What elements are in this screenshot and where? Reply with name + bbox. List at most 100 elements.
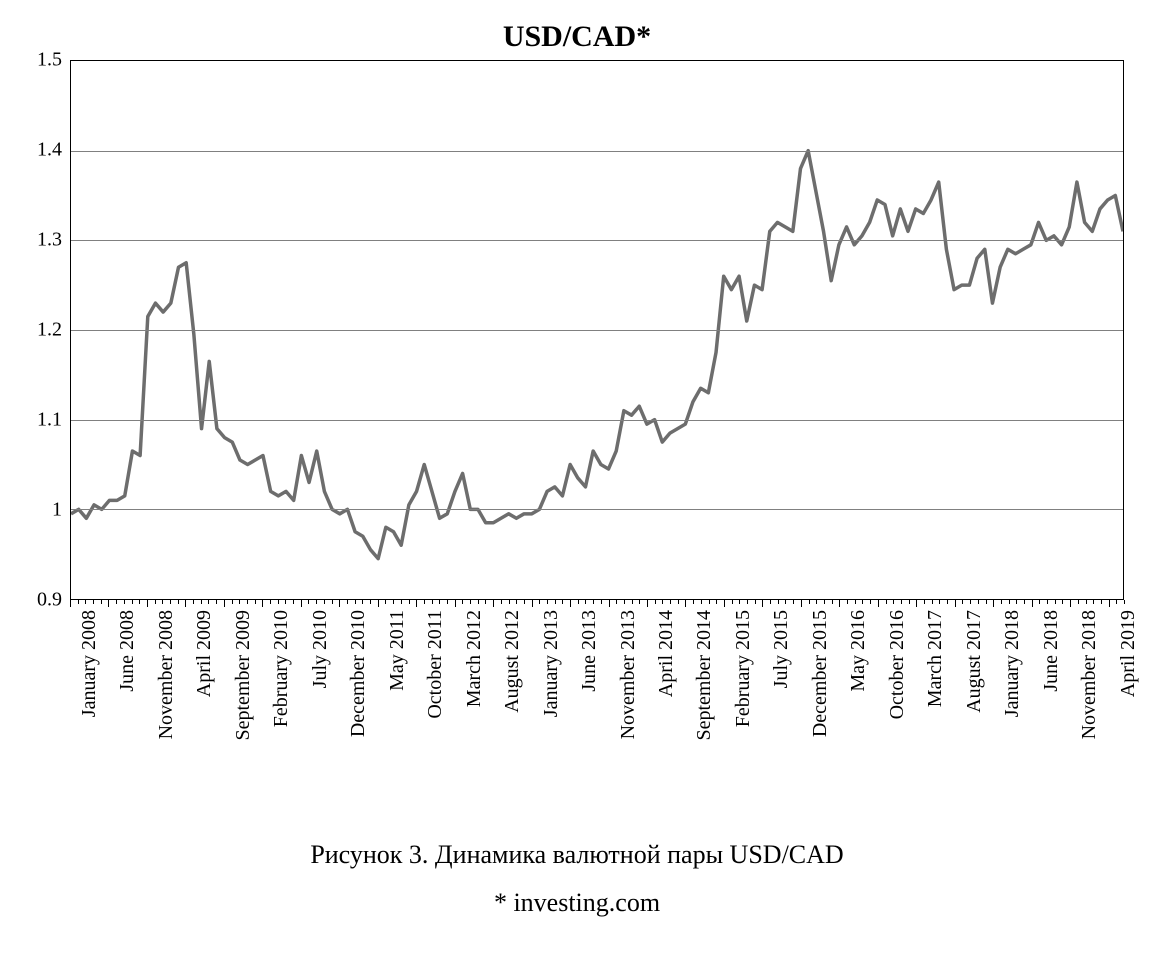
x-tick-minor	[362, 600, 363, 604]
x-tick-label: June 2008	[116, 610, 139, 692]
x-tick-major	[185, 600, 186, 607]
x-tick-label: April 2014	[655, 610, 678, 697]
x-tick-minor	[662, 600, 663, 604]
x-tick-minor	[232, 600, 233, 604]
x-tick-minor	[1016, 600, 1017, 604]
x-tick-minor	[785, 600, 786, 604]
x-tick-minor	[132, 600, 133, 604]
x-tick-minor	[924, 600, 925, 604]
x-tick-minor	[347, 600, 348, 604]
x-tick-major	[224, 600, 225, 607]
figure-source: * investing.com	[20, 888, 1134, 918]
x-tick-label: March 2012	[463, 610, 486, 707]
x-tick-minor	[485, 600, 486, 604]
x-tick-minor	[739, 600, 740, 604]
x-tick-major	[455, 600, 456, 607]
x-tick-minor	[870, 600, 871, 604]
x-tick-major	[339, 600, 340, 607]
x-tick-major	[839, 600, 840, 607]
gridline	[71, 240, 1123, 241]
x-tick-label: July 2015	[770, 610, 793, 688]
x-tick-label: March 2017	[924, 610, 947, 707]
x-tick-minor	[1001, 600, 1002, 604]
x-tick-minor	[655, 600, 656, 604]
x-tick-label: August 2012	[501, 610, 524, 713]
x-tick-minor	[193, 600, 194, 604]
x-tick-minor	[285, 600, 286, 604]
x-tick-minor	[509, 600, 510, 604]
x-tick-major	[570, 600, 571, 607]
x-tick-minor	[578, 600, 579, 604]
gridline	[71, 330, 1123, 331]
x-tick-minor	[208, 600, 209, 604]
x-tick-label: August 2017	[963, 610, 986, 713]
x-tick-minor	[778, 600, 779, 604]
x-tick-minor	[670, 600, 671, 604]
x-tick-minor	[962, 600, 963, 604]
x-tick-major	[301, 600, 302, 607]
x-tick-minor	[170, 600, 171, 604]
x-tick-minor	[139, 600, 140, 604]
x-axis-ticks	[70, 600, 1124, 608]
x-tick-major	[762, 600, 763, 607]
x-tick-major	[1032, 600, 1033, 607]
x-tick-minor	[893, 600, 894, 604]
x-tick-minor	[832, 600, 833, 604]
x-tick-major	[609, 600, 610, 607]
x-tick-minor	[370, 600, 371, 604]
x-tick-minor	[1086, 600, 1087, 604]
x-tick-label: May 2011	[386, 610, 409, 691]
x-tick-major	[955, 600, 956, 607]
x-tick-minor	[701, 600, 702, 604]
x-tick-minor	[1101, 600, 1102, 604]
x-tick-minor	[1062, 600, 1063, 604]
x-tick-minor	[293, 600, 294, 604]
x-tick-minor	[409, 600, 410, 604]
x-tick-major	[647, 600, 648, 607]
x-tick-minor	[162, 600, 163, 604]
x-tick-minor	[1116, 600, 1117, 604]
x-tick-minor	[909, 600, 910, 604]
x-tick-major	[108, 600, 109, 607]
x-tick-minor	[939, 600, 940, 604]
y-tick-label: 1.3	[37, 229, 70, 252]
x-tick-minor	[793, 600, 794, 604]
y-tick-label: 1.1	[37, 409, 70, 432]
x-tick-minor	[1124, 600, 1125, 604]
x-tick-minor	[93, 600, 94, 604]
x-tick-label: February 2010	[270, 610, 293, 727]
x-tick-minor	[101, 600, 102, 604]
x-tick-minor	[308, 600, 309, 604]
x-axis-labels: January 2008June 2008November 2008April …	[70, 610, 1124, 810]
x-tick-minor	[693, 600, 694, 604]
x-tick-label: November 2013	[617, 610, 640, 739]
x-tick-minor	[978, 600, 979, 604]
x-tick-major	[685, 600, 686, 607]
x-tick-minor	[585, 600, 586, 604]
y-tick-label: 1.5	[37, 49, 70, 72]
usd-cad-series	[71, 151, 1123, 559]
x-tick-label: January 2013	[540, 610, 563, 717]
gridline	[71, 509, 1123, 510]
x-tick-minor	[432, 600, 433, 604]
x-tick-major	[416, 600, 417, 607]
y-tick-label: 0.9	[37, 589, 70, 612]
y-tick-label: 1	[52, 499, 70, 522]
x-tick-label: April 2009	[193, 610, 216, 697]
figure-caption: Рисунок 3. Динамика валютной пары USD/CA…	[20, 840, 1134, 870]
plot-region: January 2008June 2008November 2008April …	[70, 60, 1124, 600]
x-tick-minor	[78, 600, 79, 604]
x-tick-minor	[116, 600, 117, 604]
x-tick-minor	[709, 600, 710, 604]
x-tick-label: November 2008	[155, 610, 178, 739]
x-tick-minor	[439, 600, 440, 604]
x-tick-minor	[932, 600, 933, 604]
x-tick-minor	[732, 600, 733, 604]
x-tick-minor	[809, 600, 810, 604]
x-tick-minor	[524, 600, 525, 604]
gridline	[71, 151, 1123, 152]
x-tick-major	[878, 600, 879, 607]
x-tick-label: July 2010	[309, 610, 332, 688]
x-tick-minor	[478, 600, 479, 604]
x-tick-minor	[393, 600, 394, 604]
